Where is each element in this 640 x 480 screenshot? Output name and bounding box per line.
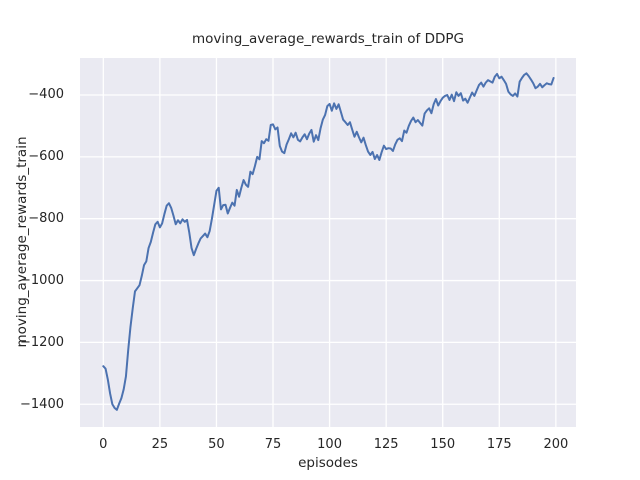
x-tick-label: 0 <box>99 437 108 452</box>
x-tick-label: 25 <box>151 437 169 452</box>
x-tick-label: 200 <box>543 437 569 452</box>
x-tick-label: 150 <box>430 437 456 452</box>
x-tick-label: 50 <box>208 437 225 452</box>
plot-area <box>80 58 576 427</box>
x-axis-label: episodes <box>298 455 358 471</box>
x-tick-label: 75 <box>264 437 282 452</box>
x-tick-label: 100 <box>317 437 342 452</box>
x-tick-label: 125 <box>373 437 399 452</box>
y-tick-label: −600 <box>28 149 64 165</box>
y-axis-label: moving_average_rewards_train <box>14 136 30 348</box>
y-tick-label: −400 <box>28 87 64 103</box>
plot-canvas <box>80 58 576 427</box>
y-tick-label: −1400 <box>20 396 64 412</box>
y-tick-label: −800 <box>28 211 64 227</box>
y-tick-label: −1200 <box>20 334 64 350</box>
series-line <box>102 72 555 411</box>
x-tick-label: 175 <box>486 437 512 452</box>
y-tick-label: −1000 <box>20 273 64 289</box>
chart-title: moving_average_rewards_train of DDPG <box>192 31 464 47</box>
